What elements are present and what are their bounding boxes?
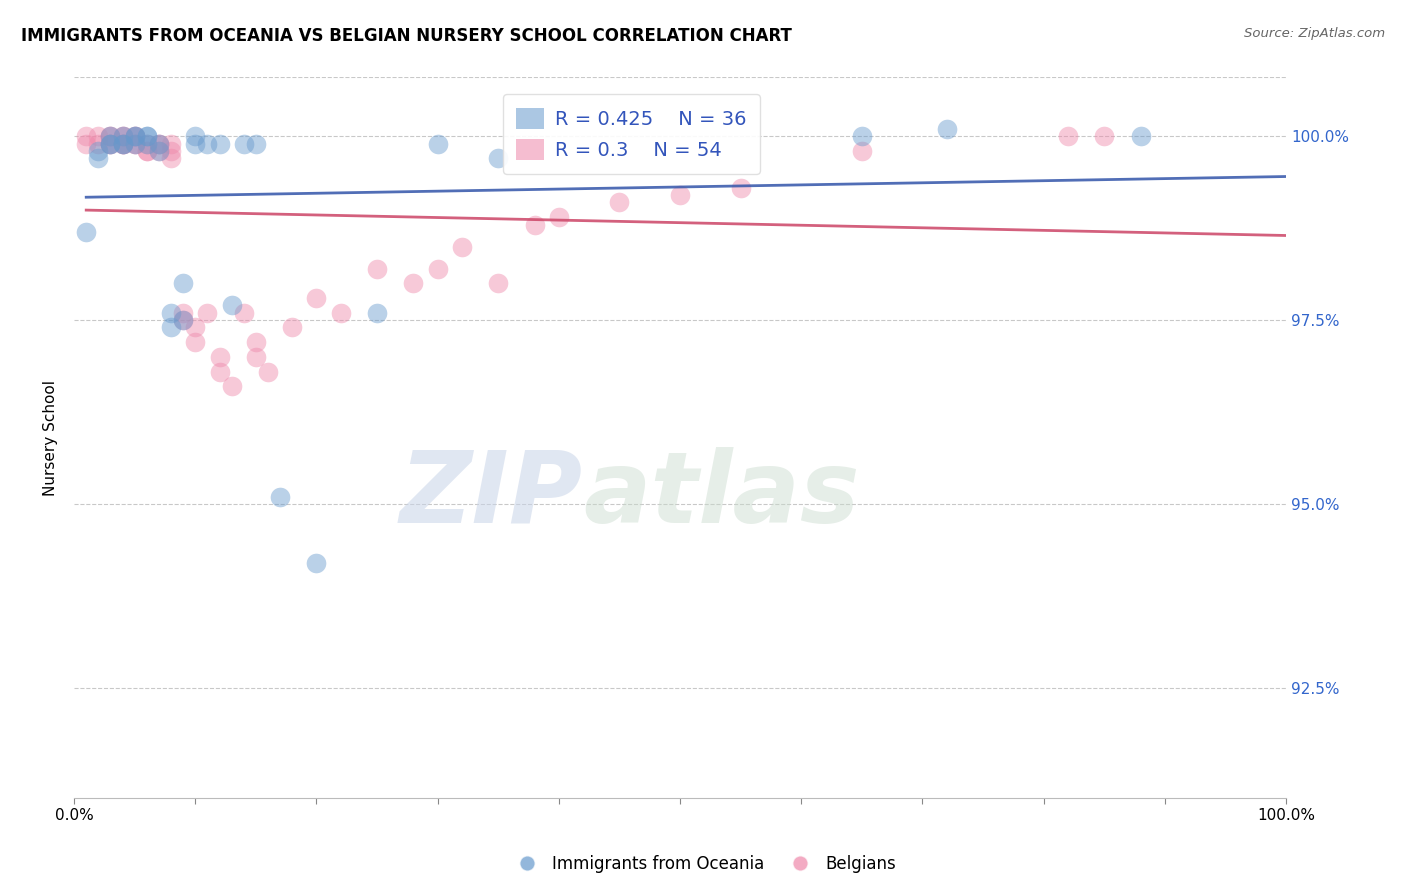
Point <box>135 144 157 158</box>
Point <box>148 136 170 151</box>
Point <box>100 136 122 151</box>
Point <box>935 122 957 136</box>
Point <box>100 136 122 151</box>
Text: Source: ZipAtlas.com: Source: ZipAtlas.com <box>1244 27 1385 40</box>
Point <box>124 136 146 151</box>
Point <box>100 136 122 151</box>
Point <box>160 306 183 320</box>
Point <box>221 379 243 393</box>
Point <box>172 306 194 320</box>
Point <box>366 261 388 276</box>
Point <box>111 136 134 151</box>
Point <box>135 144 157 158</box>
Point <box>124 129 146 144</box>
Point <box>305 556 328 570</box>
Point <box>669 188 692 202</box>
Point <box>75 129 97 144</box>
Point <box>426 136 449 151</box>
Point <box>486 277 509 291</box>
Point <box>87 136 110 151</box>
Point <box>257 365 280 379</box>
Point <box>547 210 569 224</box>
Point <box>851 129 873 144</box>
Point <box>160 144 183 158</box>
Point <box>87 151 110 165</box>
Point <box>221 298 243 312</box>
Point <box>851 144 873 158</box>
Point <box>111 136 134 151</box>
Point <box>523 218 546 232</box>
Point <box>486 151 509 165</box>
Point <box>160 136 183 151</box>
Point <box>197 136 219 151</box>
Point <box>245 350 267 364</box>
Point <box>87 129 110 144</box>
Point <box>124 136 146 151</box>
Point <box>100 129 122 144</box>
Point <box>269 490 291 504</box>
Point <box>148 136 170 151</box>
Point <box>135 136 157 151</box>
Point <box>366 306 388 320</box>
Legend: Immigrants from Oceania, Belgians: Immigrants from Oceania, Belgians <box>503 848 903 880</box>
Point <box>124 136 146 151</box>
Point <box>148 144 170 158</box>
Point <box>135 129 157 144</box>
Point <box>245 335 267 350</box>
Point <box>245 136 267 151</box>
Point <box>197 306 219 320</box>
Point <box>172 313 194 327</box>
Point <box>184 335 207 350</box>
Point <box>135 136 157 151</box>
Point <box>184 129 207 144</box>
Point <box>100 129 122 144</box>
Point <box>100 129 122 144</box>
Point <box>100 136 122 151</box>
Point <box>111 129 134 144</box>
Point <box>148 136 170 151</box>
Point <box>111 136 134 151</box>
Point <box>160 320 183 334</box>
Point <box>148 144 170 158</box>
Point <box>1129 129 1152 144</box>
Text: IMMIGRANTS FROM OCEANIA VS BELGIAN NURSERY SCHOOL CORRELATION CHART: IMMIGRANTS FROM OCEANIA VS BELGIAN NURSE… <box>21 27 792 45</box>
Point <box>111 129 134 144</box>
Point <box>135 129 157 144</box>
Point <box>75 225 97 239</box>
Point <box>184 320 207 334</box>
Point <box>609 195 631 210</box>
Point <box>1092 129 1115 144</box>
Point <box>172 277 194 291</box>
Point <box>730 180 752 194</box>
Point <box>232 136 254 151</box>
Point <box>426 261 449 276</box>
Point <box>124 129 146 144</box>
Point <box>208 350 231 364</box>
Point <box>208 365 231 379</box>
Legend: R = 0.425    N = 36, R = 0.3    N = 54: R = 0.425 N = 36, R = 0.3 N = 54 <box>503 95 761 174</box>
Point <box>1056 129 1078 144</box>
Point <box>111 136 134 151</box>
Point <box>184 136 207 151</box>
Point <box>124 129 146 144</box>
Y-axis label: Nursery School: Nursery School <box>44 380 58 496</box>
Point <box>402 277 425 291</box>
Point <box>75 136 97 151</box>
Point <box>305 291 328 305</box>
Point <box>111 129 134 144</box>
Point <box>329 306 352 320</box>
Text: ZIP: ZIP <box>401 447 583 544</box>
Point <box>111 136 134 151</box>
Point <box>160 151 183 165</box>
Point <box>208 136 231 151</box>
Text: atlas: atlas <box>583 447 859 544</box>
Point <box>124 129 146 144</box>
Point <box>281 320 304 334</box>
Point <box>232 306 254 320</box>
Point <box>451 239 474 253</box>
Point <box>87 144 110 158</box>
Point <box>172 313 194 327</box>
